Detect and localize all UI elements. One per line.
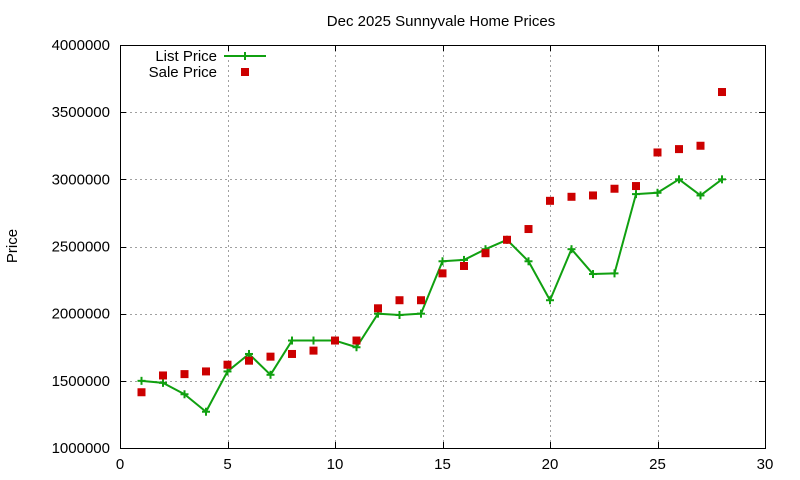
sale-price-point	[137, 388, 146, 397]
list-price-point	[288, 336, 296, 345]
series-sale-price	[137, 88, 726, 397]
sale-price-point	[180, 370, 189, 379]
sale-price-point	[374, 304, 382, 313]
sale-price-point	[266, 352, 275, 361]
x-tick-label: 30	[757, 456, 774, 473]
legend-swatch-sale-price	[241, 68, 249, 76]
list-price-point	[395, 311, 404, 320]
legend-label-list-price: List Price	[155, 48, 217, 65]
y-tick-label: 1000000	[52, 440, 110, 457]
x-tick-labels: 0 5 10 15 20 25 30	[116, 456, 774, 473]
x-tick-label: 10	[327, 456, 344, 473]
list-price-point	[438, 257, 447, 266]
legend: List Price Sale Price	[149, 48, 266, 81]
list-price-point	[675, 175, 683, 184]
list-price-point	[567, 245, 576, 254]
sale-price-point	[223, 360, 232, 369]
list-price-point	[137, 376, 146, 385]
list-price-point	[524, 257, 533, 266]
list-price-point	[610, 269, 619, 278]
list-price-point	[245, 349, 253, 358]
sale-price-point	[567, 192, 576, 201]
x-tick-label: 15	[434, 456, 451, 473]
sale-price-point	[696, 141, 705, 150]
list-price-point	[266, 370, 275, 379]
sale-price-point	[675, 145, 683, 154]
sale-price-point	[438, 269, 447, 278]
list-price-point	[718, 175, 726, 184]
chart-title: Dec 2025 Sunnyvale Home Prices	[327, 13, 555, 30]
sale-price-point	[331, 336, 339, 345]
y-tick-label: 2000000	[52, 306, 110, 323]
list-price-point	[696, 191, 705, 200]
y-axis-label: Price	[4, 229, 21, 263]
y-tick-label: 2500000	[52, 239, 110, 256]
list-price-point	[352, 343, 361, 352]
y-tick-label: 4000000	[52, 37, 110, 54]
sale-price-point	[159, 371, 167, 380]
series-list-price	[137, 175, 726, 416]
sale-price-point	[395, 296, 404, 305]
y-tick-label: 3500000	[52, 104, 110, 121]
y-tick-label: 1500000	[52, 373, 110, 390]
sale-price-point	[309, 346, 318, 355]
grid-lines	[120, 45, 765, 448]
list-price-point	[546, 296, 554, 305]
sale-price-point	[202, 367, 210, 376]
sale-price-point	[288, 349, 296, 358]
x-tick-label: 5	[223, 456, 231, 473]
sale-price-point	[524, 225, 533, 234]
x-tick-label: 20	[542, 456, 559, 473]
sale-price-point	[718, 88, 726, 97]
legend-marker-list-price	[241, 52, 249, 60]
legend-label-sale-price: Sale Price	[149, 64, 217, 81]
sale-price-point	[417, 296, 425, 305]
sale-price-point	[245, 356, 253, 365]
list-price-point	[653, 188, 662, 197]
list-price-point	[202, 407, 210, 416]
sale-price-point	[589, 191, 597, 200]
list-price-point	[632, 190, 640, 199]
sale-price-point	[481, 249, 490, 258]
y-tick-label: 3000000	[52, 171, 110, 188]
sale-price-point	[503, 235, 511, 244]
y-tick-labels: 1000000 1500000 2000000 2500000 3000000 35000…	[52, 37, 110, 457]
list-price-point	[180, 390, 189, 399]
list-price-point	[309, 336, 318, 345]
list-price-point	[223, 367, 232, 376]
x-tick-label: 0	[116, 456, 124, 473]
axis-ticks	[120, 45, 766, 449]
sale-price-point	[632, 182, 640, 191]
list-price-point	[589, 270, 597, 279]
sale-price-point	[460, 261, 468, 270]
sale-price-point	[546, 196, 554, 205]
list-price-point	[417, 309, 425, 318]
x-tick-label: 25	[649, 456, 666, 473]
sale-price-point	[653, 148, 662, 157]
sale-price-point	[610, 184, 619, 193]
data-series	[137, 88, 726, 416]
sale-price-point	[352, 336, 361, 345]
list-price-line	[141, 178, 723, 413]
list-price-point	[159, 378, 167, 387]
